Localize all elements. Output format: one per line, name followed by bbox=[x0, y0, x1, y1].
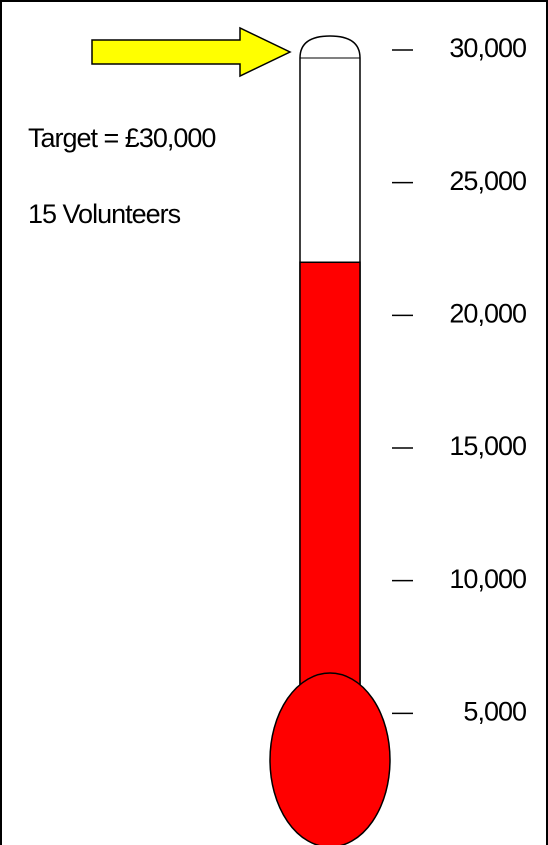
y-tick-label: 30,000 bbox=[449, 33, 526, 63]
arrow bbox=[91, 26, 292, 78]
annotation: 15 Volunteers bbox=[28, 199, 181, 229]
mercury bbox=[299, 261, 361, 721]
bulb-joint bbox=[301, 690, 359, 730]
y-tick-label: 20,000 bbox=[449, 298, 526, 328]
y-tick-label: 25,000 bbox=[449, 166, 526, 196]
y-tick-label: 5,000 bbox=[463, 696, 526, 726]
bulb bbox=[269, 672, 391, 845]
y-tick-label: 15,000 bbox=[449, 431, 526, 461]
annotation: Target = £30,000 bbox=[28, 123, 215, 153]
y-tick-label: 10,000 bbox=[449, 564, 526, 594]
